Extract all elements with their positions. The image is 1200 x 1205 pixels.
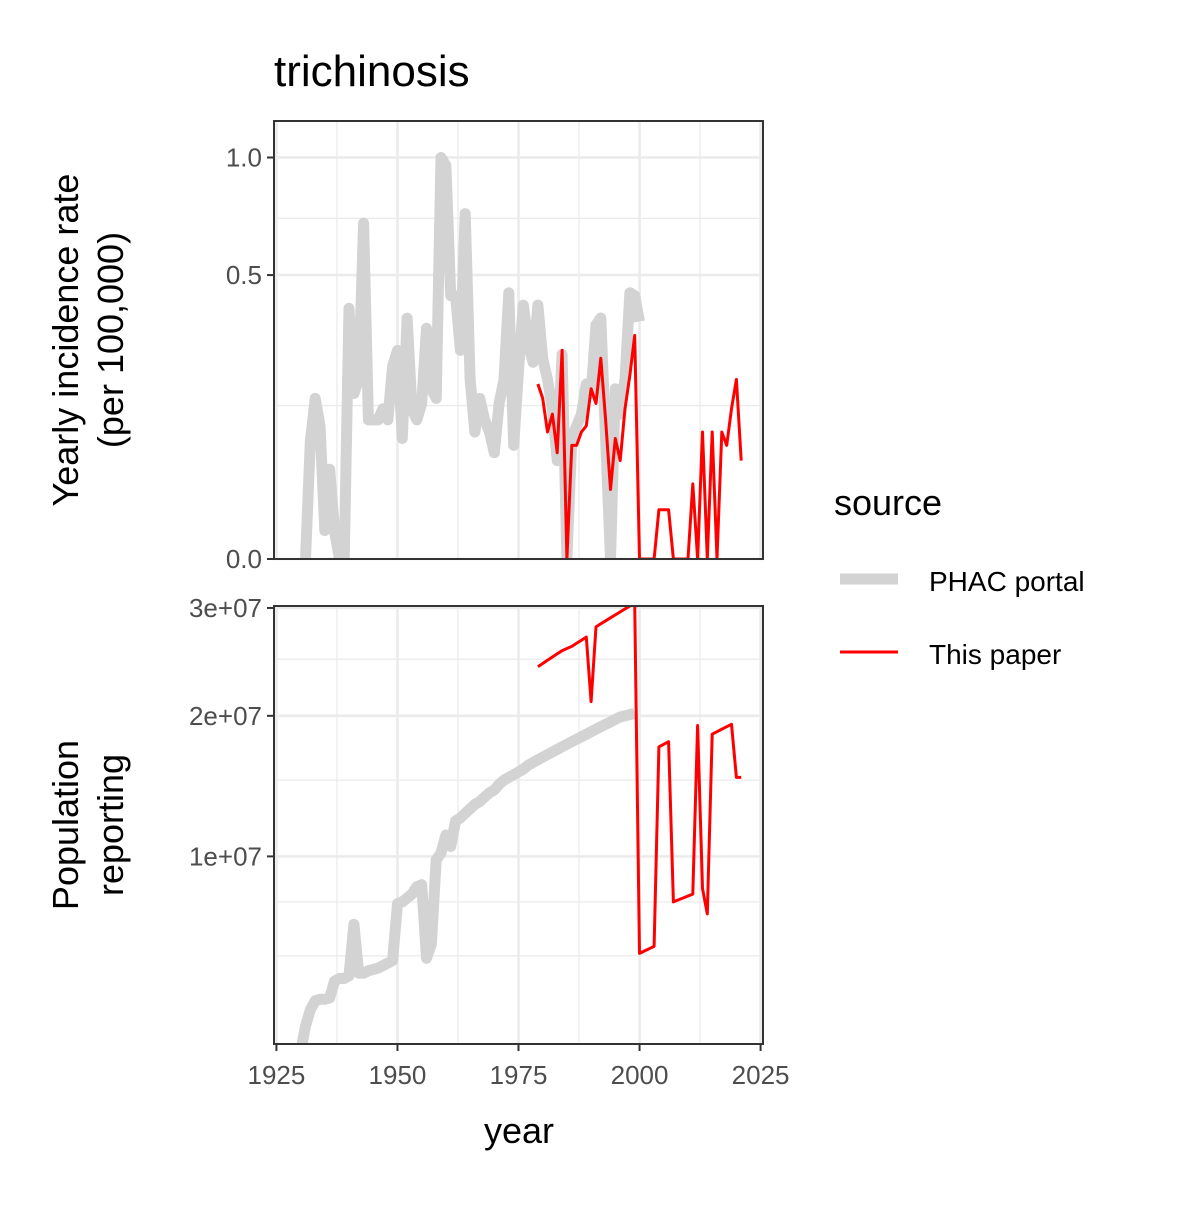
y-tick-label: 0.5 bbox=[226, 260, 262, 290]
y-axis-title-line: (per 100,000) bbox=[90, 232, 131, 448]
panel-border bbox=[273, 120, 764, 560]
legend: source PHAC portal This paper bbox=[834, 482, 1085, 670]
x-tick-label: 1925 bbox=[247, 1060, 305, 1090]
x-tick-label: 2000 bbox=[611, 1060, 669, 1090]
chart-panels: 0.0 0.5 1.0 Yearly incidence rate (per 100,0… bbox=[45, 120, 790, 1090]
series-line-this-paper bbox=[536, 333, 743, 559]
x-axis-title: year bbox=[484, 1110, 554, 1151]
y-axis-title-line: Yearly incidence rate bbox=[45, 174, 86, 507]
x-tick-label: 2025 bbox=[732, 1060, 790, 1090]
x-tick-label: 1975 bbox=[490, 1060, 548, 1090]
legend-label-phac-portal: PHAC portal bbox=[929, 566, 1085, 597]
series-line-phac-portal bbox=[300, 152, 645, 559]
y-tick-label: 3e+07 bbox=[189, 593, 262, 623]
legend-title: source bbox=[834, 482, 942, 523]
y-tick-label: 0.0 bbox=[226, 544, 262, 574]
legend-label-this-paper: This paper bbox=[929, 639, 1061, 670]
y-axis-title-line: reporting bbox=[90, 754, 131, 896]
y-tick-label: 2e+07 bbox=[189, 701, 262, 731]
series-line-phac-portal bbox=[296, 708, 637, 1044]
panel-1: 0.0 0.5 1.0 Yearly incidence rate (per 100,0… bbox=[45, 120, 764, 574]
chart-title: trichinosis bbox=[274, 47, 470, 96]
y-tick-label: 1e+07 bbox=[189, 841, 262, 871]
x-tick-label: 1950 bbox=[369, 1060, 427, 1090]
series-line-this-paper bbox=[537, 606, 742, 955]
panel-2: 1e+07 2e+07 3e+07 Population reporting 1925 19… bbox=[45, 593, 790, 1090]
y-axis-title-line: Population bbox=[45, 740, 86, 910]
y-tick-label: 1.0 bbox=[226, 142, 262, 172]
